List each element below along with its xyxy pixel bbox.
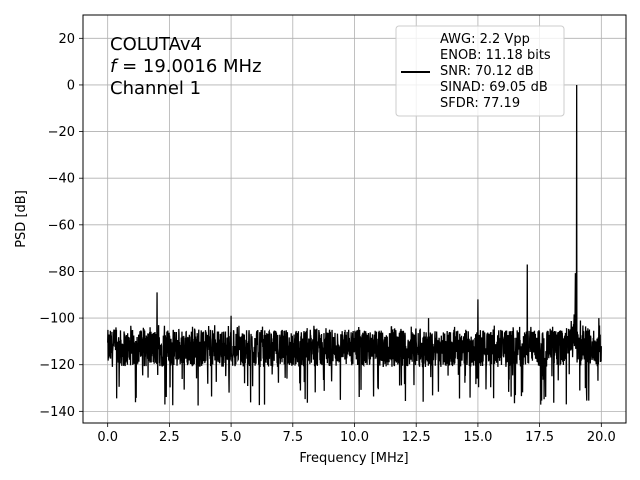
x-tick-label: 0.0: [97, 430, 118, 445]
y-tick-label: 20: [58, 32, 75, 47]
y-axis-ticks: 20 0 −20 −40 −60 −80 −100 −120 −140: [39, 32, 83, 420]
annotation-line-3: Channel 1: [110, 78, 201, 99]
x-tick-label: 7.5: [282, 430, 303, 445]
x-tick-label: 15.0: [463, 430, 492, 445]
legend-entry-awg: AWG: 2.2 Vpp: [440, 32, 530, 47]
legend-entry-enob: ENOB: 11.18 bits: [440, 48, 551, 63]
y-tick-label: −120: [39, 358, 75, 373]
x-tick-label: 10.0: [340, 430, 369, 445]
y-tick-label: −140: [39, 405, 75, 420]
psd-series-line: [107, 84, 602, 406]
legend: AWG: 2.2 Vpp ENOB: 11.18 bits SNR: 70.12…: [395, 25, 565, 117]
y-tick-label: −100: [39, 312, 75, 327]
legend-entry-snr: SNR: 70.12 dB: [440, 64, 534, 79]
annotation-line-2: f = 19.0016 MHz: [110, 56, 262, 77]
y-tick-label: −20: [48, 125, 75, 140]
annotation-variable: f: [110, 56, 119, 77]
annotation: COLUTAv4 f = 19.0016 MHz Channel 1: [110, 34, 262, 99]
legend-entry-sinad: SINAD: 69.05 dB: [440, 80, 548, 95]
y-tick-label: −60: [48, 218, 75, 233]
x-tick-label: 17.5: [525, 430, 554, 445]
legend-entry-sfdr: SFDR: 77.19: [440, 96, 520, 111]
x-axis-label: Frequency [MHz]: [299, 451, 408, 466]
x-tick-label: 2.5: [159, 430, 180, 445]
x-tick-label: 20.0: [587, 430, 616, 445]
x-tick-label: 12.5: [402, 430, 431, 445]
x-axis-ticks: 0.0 2.5 5.0 7.5 10.0 12.5 15.0 17.5 20.0: [97, 423, 616, 445]
plot-frame: [82, 14, 627, 424]
y-tick-label: 0: [67, 78, 75, 93]
legend-box: [395, 25, 565, 117]
y-tick-label: −80: [48, 265, 75, 280]
y-axis-label: PSD [dB]: [14, 190, 29, 248]
y-tick-label: −40: [48, 172, 75, 187]
x-tick-label: 5.0: [221, 430, 242, 445]
annotation-line-1: COLUTAv4: [110, 34, 202, 55]
annotation-frequency: = 19.0016 MHz: [116, 56, 261, 77]
